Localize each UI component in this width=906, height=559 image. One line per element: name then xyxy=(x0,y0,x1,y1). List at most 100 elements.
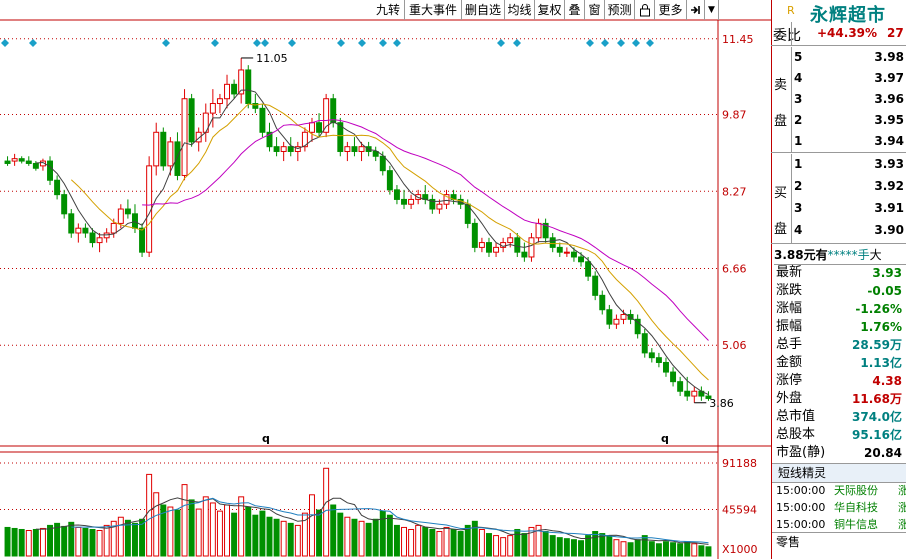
news-header[interactable]: 短线精灵 xyxy=(772,463,906,483)
candle-body xyxy=(54,179,61,196)
volume-bar xyxy=(11,527,18,557)
toolbar-adjust[interactable]: 复权 xyxy=(535,0,565,20)
stat-key: 市盈(静) xyxy=(776,445,826,460)
volume-bar xyxy=(344,516,351,557)
volume-bar xyxy=(663,541,669,557)
price-tick-label: 5.06 xyxy=(722,339,747,352)
news-tag: 涨 xyxy=(898,484,906,497)
volume-bar xyxy=(89,528,96,557)
sell-level-4[interactable]: 4 3.97 xyxy=(792,68,906,89)
volume-bar xyxy=(379,510,386,557)
volume-bar xyxy=(408,528,415,557)
volume-bars xyxy=(4,467,712,557)
candle-body xyxy=(174,141,181,176)
volume-bar xyxy=(25,530,32,557)
level-number: 3 xyxy=(794,201,803,215)
news-time: 15:00:00 xyxy=(776,501,826,514)
sell-label-2: 盘 xyxy=(774,114,788,129)
event-diamond xyxy=(162,39,170,47)
lock-icon[interactable] xyxy=(635,0,655,20)
candle-body xyxy=(117,208,124,224)
candle-body xyxy=(443,194,450,205)
price-tick-label: 8.27 xyxy=(722,185,747,198)
volume-bar xyxy=(188,499,195,557)
sell-level-2[interactable]: 2 3.95 xyxy=(792,110,906,131)
toolbar-forecast[interactable]: 预测 xyxy=(605,0,635,20)
candle-body xyxy=(245,69,252,105)
volume-bar xyxy=(61,525,68,557)
level-price: 3.92 xyxy=(874,179,904,193)
candle-body xyxy=(655,357,662,363)
volume-bar xyxy=(117,516,124,557)
candle-body xyxy=(61,194,68,215)
buy-level-4[interactable]: 4 3.90 xyxy=(792,220,906,241)
sell-level-5[interactable]: 5 3.98 xyxy=(792,47,906,68)
news-item[interactable]: 15:00:00 铜牛信息 涨 xyxy=(774,517,906,533)
candle-body xyxy=(216,98,223,105)
candle-body xyxy=(563,251,570,254)
toolbar-more[interactable]: 更多 xyxy=(655,0,687,20)
volume-bar xyxy=(216,510,223,557)
stat-key: 振幅 xyxy=(776,319,803,334)
volume-bar xyxy=(47,524,53,557)
event-diamond xyxy=(253,39,261,47)
candle-body xyxy=(25,160,32,164)
volume-bar xyxy=(103,524,110,557)
toolbar-remove-watch[interactable]: 删自选 xyxy=(462,0,505,20)
volume-bar xyxy=(393,524,400,557)
volume-bar xyxy=(238,496,245,557)
volume-bar xyxy=(252,514,259,557)
orderbook-summary: 3.88元有*****手大 xyxy=(774,246,906,265)
volume-bar xyxy=(167,506,174,557)
candle-body xyxy=(549,237,556,248)
event-q-marker: q xyxy=(262,432,270,445)
candle-body xyxy=(238,69,245,95)
candle-body xyxy=(224,83,230,100)
volume-bar xyxy=(486,533,492,557)
toolbar-window[interactable]: 窗 xyxy=(585,0,605,20)
toolbar-ma[interactable]: 均线 xyxy=(505,0,535,20)
sell-level-3[interactable]: 3 3.96 xyxy=(792,89,906,110)
volume-bar xyxy=(457,531,464,557)
stat-row: 外盘 11.68万 xyxy=(774,390,906,408)
event-diamond xyxy=(646,39,654,47)
chevron-down-icon[interactable]: ▼ xyxy=(705,0,719,20)
news-item[interactable]: 15:00:00 华自科技 涨 xyxy=(774,500,906,516)
level-number: 4 xyxy=(794,71,803,85)
buy-level-2[interactable]: 2 3.92 xyxy=(792,176,906,197)
candle-body xyxy=(691,390,698,397)
stat-key: 涨停 xyxy=(776,373,803,388)
level-number: 1 xyxy=(794,157,803,171)
candle-body xyxy=(323,98,330,133)
volume-bar xyxy=(648,541,655,557)
event-diamond xyxy=(632,39,640,47)
toolbar-overlay[interactable]: 叠 xyxy=(565,0,585,20)
event-diamond xyxy=(617,39,625,47)
stat-value: -0.05 xyxy=(867,284,902,298)
candle-body xyxy=(670,371,677,383)
candle-body xyxy=(599,294,606,311)
ma-line xyxy=(35,89,709,396)
level-price: 3.93 xyxy=(874,157,904,171)
stat-key: 总手 xyxy=(776,337,803,352)
candle-body xyxy=(209,103,216,114)
buy-level-1[interactable]: 1 3.93 xyxy=(792,154,906,175)
volume-bar xyxy=(259,510,266,557)
high-price-label: 11.05 xyxy=(256,52,288,65)
buy-level-3[interactable]: 3 3.91 xyxy=(792,198,906,219)
candle-body xyxy=(167,141,174,167)
volume-bar xyxy=(294,524,301,557)
volume-bar xyxy=(4,526,11,557)
pin-icon[interactable] xyxy=(687,0,705,20)
sell-level-1[interactable]: 1 3.94 xyxy=(792,131,906,152)
candle-body xyxy=(89,232,96,244)
volume-bar xyxy=(351,518,358,557)
candle-body xyxy=(528,237,535,258)
volume-ma-line xyxy=(71,497,709,544)
volume-bar xyxy=(195,508,202,557)
candle-body xyxy=(663,361,669,373)
toolbar-major-events[interactable]: 重大事件 xyxy=(405,0,462,20)
news-item[interactable]: 15:00:00 天际股份 涨 xyxy=(774,483,906,499)
toolbar-jiuzhuan[interactable]: 九转 xyxy=(372,0,405,20)
